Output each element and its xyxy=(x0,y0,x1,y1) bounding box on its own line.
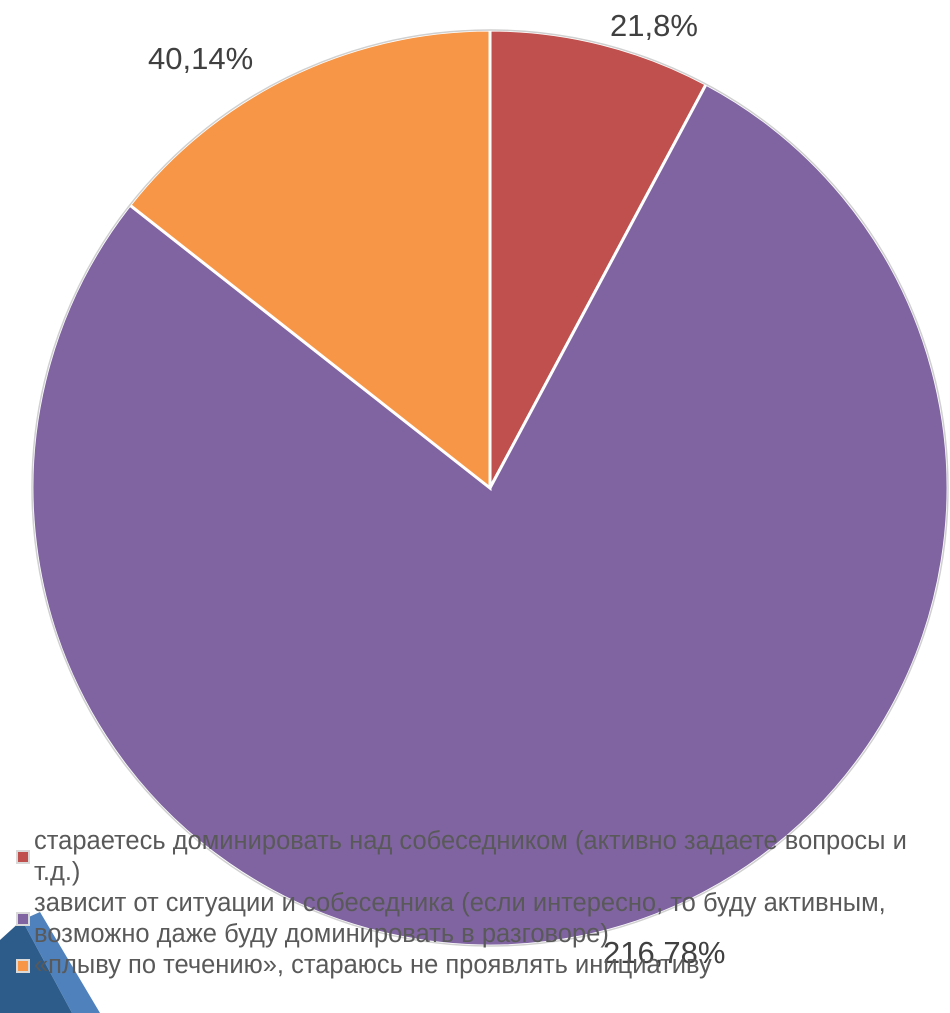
legend-swatch-purple xyxy=(16,912,30,926)
data-label-go-with-flow: 40,14% xyxy=(148,41,253,76)
legend-label-go-with-flow: «плыву по течению», стараюсь не проявлят… xyxy=(34,951,712,979)
legend-item-go-with-flow: «плыву по течению», стараюсь не проявлят… xyxy=(16,950,950,981)
pie-outline xyxy=(31,29,949,947)
legend-swatch-red xyxy=(16,850,30,864)
pie-slices xyxy=(30,28,950,948)
data-label-depends: 216,78% xyxy=(603,935,725,970)
legend-label-depends: зависит от ситуации и собеседника (если … xyxy=(34,889,886,948)
legend-label-dominate: стараетесь доминировать над собеседником… xyxy=(34,827,907,886)
data-label-dominate: 21,8% xyxy=(610,8,698,43)
legend-item-depends: зависит от ситуации и собеседника (если … xyxy=(16,888,950,950)
data-labels: 21,8% 216,78% 40,14% xyxy=(148,8,725,970)
legend-swatch-orange xyxy=(16,958,30,973)
legend-item-dominate: стараетесь доминировать над собеседником… xyxy=(16,826,950,888)
chart-legend: стараетесь доминировать над собеседником… xyxy=(16,826,950,981)
